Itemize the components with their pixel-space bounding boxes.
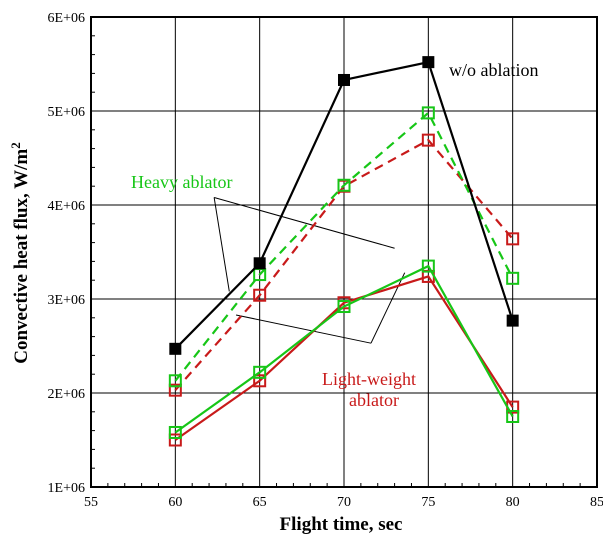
data-point-wo <box>253 257 266 270</box>
data-point-heavy_dashed <box>421 106 435 120</box>
ablator-label: ablator <box>349 390 399 410</box>
data-point-heavy_solid <box>253 365 267 379</box>
x-tick-label: 70 <box>337 495 351 510</box>
data-point-heavy_dashed <box>337 178 351 192</box>
y-axis-title-superscript: 2 <box>8 142 23 149</box>
light-weight-label: Light-weight <box>322 369 416 389</box>
data-point-heavy_solid <box>168 425 182 439</box>
heavy-ablator-label: Heavy ablator <box>131 172 232 192</box>
x-axis-title: Flight time, sec <box>280 514 403 535</box>
data-point-wo <box>338 73 350 86</box>
data-point-light_dashed <box>421 133 435 147</box>
series-line-heavy_dashed <box>174 111 514 382</box>
y-tick-label: 6E+06 <box>48 11 85 26</box>
x-tick-labels: 55 60 65 70 75 80 85 <box>84 495 603 510</box>
data-point-heavy_solid <box>421 259 435 273</box>
y-tick-label: 4E+06 <box>48 199 85 214</box>
y-tick-label: 1E+06 <box>48 481 85 496</box>
data-point-wo <box>506 314 519 327</box>
y-tick-label: 2E+06 <box>48 387 85 402</box>
series-line-light_solid <box>174 275 514 441</box>
grid-lines <box>91 17 597 487</box>
annotation-leader-lines <box>213 196 406 344</box>
data-point-wo <box>422 56 435 69</box>
y-tick-labels: 1E+06 2E+06 3E+06 4E+06 5E+06 6E+06 <box>48 11 85 496</box>
data-point-light_dashed <box>253 288 267 302</box>
leader-line <box>235 314 372 344</box>
wo-ablation-label: w/o ablation <box>449 60 538 80</box>
x-tick-label: 60 <box>168 495 182 510</box>
series-line-heavy_solid <box>174 264 514 434</box>
y-tick-label: 3E+06 <box>48 293 85 308</box>
x-tick-label: 75 <box>421 495 435 510</box>
leader-line <box>213 197 230 292</box>
data-point-light_dashed <box>506 232 520 246</box>
data-point-wo <box>169 342 182 355</box>
data-point-heavy_solid <box>506 410 520 423</box>
leader-line <box>370 272 406 344</box>
data-point-heavy_dashed <box>253 268 267 282</box>
data-point-light_solid <box>168 433 182 447</box>
data-point-heavy_solid <box>337 300 351 314</box>
y-axis-title: Convective heat flux, W/m2 <box>8 142 32 363</box>
data-point-heavy_dashed <box>506 271 520 285</box>
y-tick-label: 5E+06 <box>48 105 85 120</box>
data-series <box>168 56 520 447</box>
data-point-light_solid <box>253 374 267 388</box>
data-point-light_dashed <box>168 383 182 397</box>
leader-line <box>213 196 395 249</box>
y-axis-title-text: Convective heat flux, W/m <box>11 149 32 364</box>
x-tick-label: 85 <box>590 495 603 510</box>
x-tick-label: 80 <box>506 495 520 510</box>
plot-frame <box>90 16 598 488</box>
x-tick-label: 55 <box>84 495 98 510</box>
x-tick-label: 65 <box>253 495 267 510</box>
data-point-heavy_dashed <box>168 374 182 388</box>
